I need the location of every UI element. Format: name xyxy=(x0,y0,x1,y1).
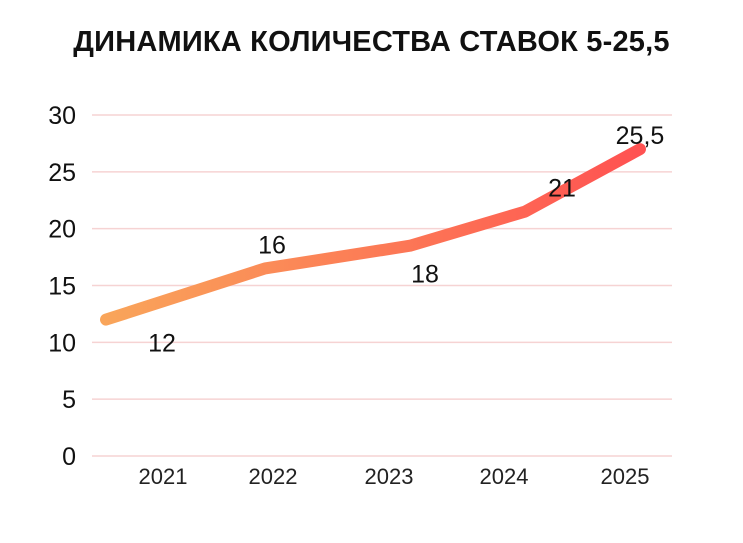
x-tick-label: 2021 xyxy=(139,464,188,489)
y-tick-label: 0 xyxy=(62,443,76,471)
y-axis: 0 5 10 15 20 25 30 xyxy=(48,102,76,471)
data-labels: 12 16 18 21 25,5 xyxy=(148,122,664,358)
x-tick-label: 2023 xyxy=(365,464,414,489)
y-tick-label: 30 xyxy=(48,102,76,130)
data-label: 25,5 xyxy=(616,122,665,150)
y-tick-label: 15 xyxy=(48,273,76,301)
y-tick-label: 25 xyxy=(48,159,76,187)
data-label: 16 xyxy=(258,231,286,259)
x-tick-label: 2024 xyxy=(480,464,529,489)
data-label: 18 xyxy=(411,261,439,289)
series-line xyxy=(100,143,646,326)
series-lines xyxy=(100,143,646,326)
gridlines xyxy=(92,114,672,457)
data-label: 21 xyxy=(548,175,576,203)
data-label: 12 xyxy=(148,330,176,358)
x-tick-label: 2025 xyxy=(601,464,650,489)
y-tick-label: 20 xyxy=(48,216,76,244)
x-axis: 2021 2022 2023 2024 2025 xyxy=(139,464,650,489)
y-tick-label: 10 xyxy=(48,329,76,357)
y-tick-label: 5 xyxy=(62,386,76,414)
chart-title: ДИНАМИКА КОЛИЧЕСТВА СТАВОК 5-25,5 xyxy=(73,26,670,58)
x-tick-label: 2022 xyxy=(249,464,298,489)
